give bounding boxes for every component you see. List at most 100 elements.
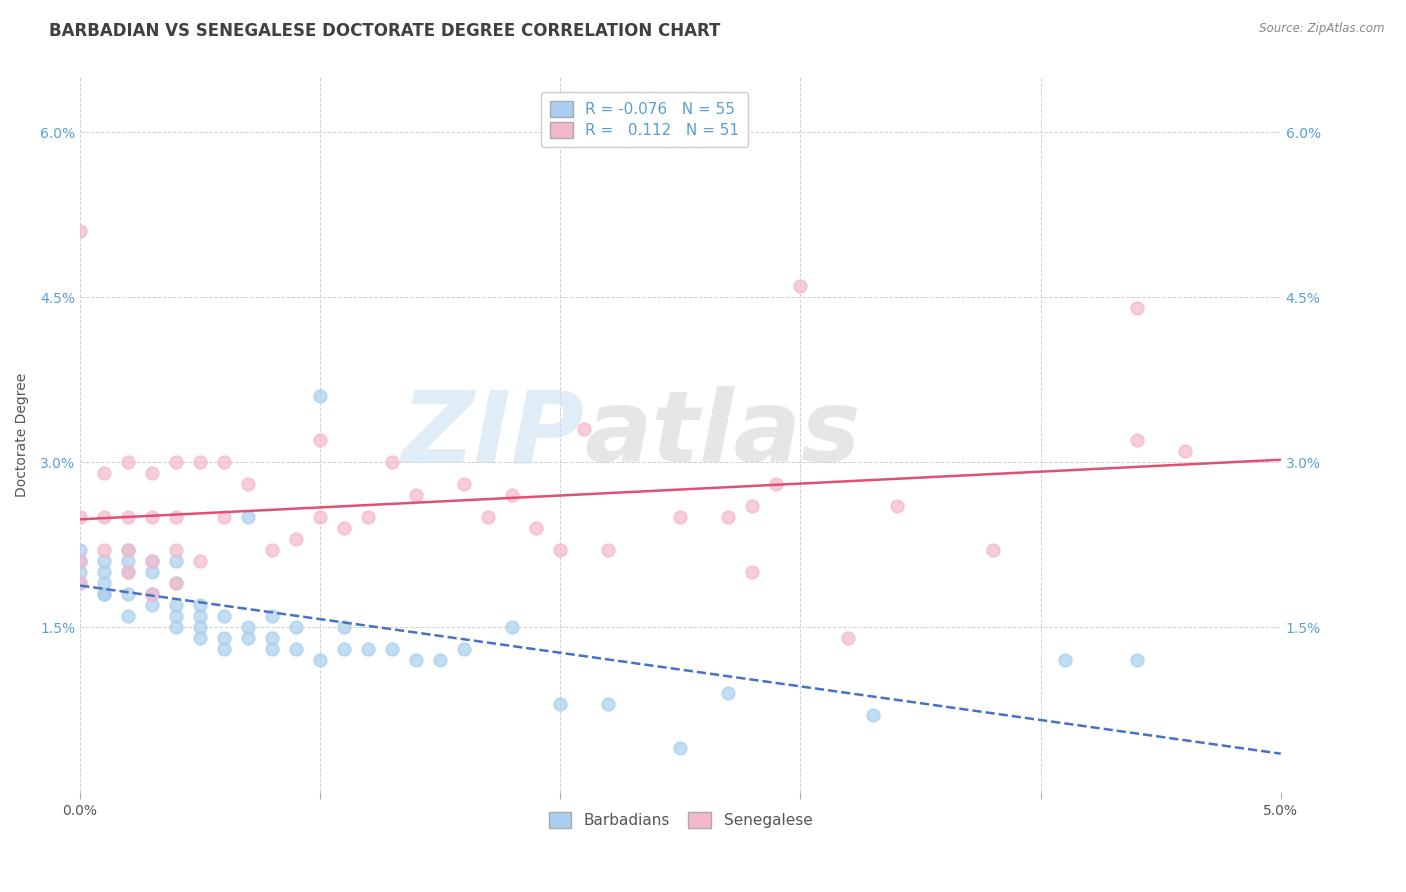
Point [141, 510, 163, 524]
Point [165, 609, 187, 624]
Text: BARBADIAN VS SENEGALESE DOCTORATE DEGREE CORRELATION CHART: BARBADIAN VS SENEGALESE DOCTORATE DEGREE… [49, 22, 721, 40]
Point [212, 609, 235, 624]
Point [285, 532, 308, 546]
Point [117, 565, 139, 579]
Point [165, 543, 187, 558]
Point [598, 697, 620, 711]
Point [333, 521, 356, 535]
Text: Source: ZipAtlas.com: Source: ZipAtlas.com [1260, 22, 1385, 36]
Point [550, 697, 572, 711]
Point [69, 576, 91, 591]
Point [141, 554, 163, 568]
Point [117, 543, 139, 558]
Point [212, 510, 235, 524]
Point [238, 620, 260, 634]
Point [117, 587, 139, 601]
Point [453, 477, 475, 491]
Point [717, 686, 740, 700]
Point [789, 279, 811, 293]
Point [717, 510, 740, 524]
Point [93, 587, 115, 601]
Point [141, 598, 163, 612]
Point [262, 642, 284, 657]
Point [981, 543, 1004, 558]
Point [212, 631, 235, 645]
Point [1125, 433, 1147, 447]
Point [333, 642, 356, 657]
Point [765, 477, 787, 491]
Point [309, 653, 332, 667]
Point [117, 510, 139, 524]
Point [188, 609, 211, 624]
Point [212, 455, 235, 469]
Point [165, 598, 187, 612]
Point [574, 422, 596, 436]
Point [141, 587, 163, 601]
Point [188, 620, 211, 634]
Point [862, 708, 884, 723]
Point [1053, 653, 1076, 667]
Point [285, 620, 308, 634]
Point [1174, 444, 1197, 458]
Point [69, 554, 91, 568]
Point [165, 455, 187, 469]
Point [598, 543, 620, 558]
Point [117, 609, 139, 624]
Point [453, 642, 475, 657]
Point [93, 466, 115, 480]
Text: atlas: atlas [585, 386, 860, 483]
Point [309, 510, 332, 524]
Point [93, 587, 115, 601]
Point [141, 565, 163, 579]
Point [69, 543, 91, 558]
Point [212, 642, 235, 657]
Point [381, 642, 404, 657]
Point [1125, 301, 1147, 316]
Point [669, 741, 692, 756]
Point [165, 620, 187, 634]
Legend: Barbadians, Senegalese: Barbadians, Senegalese [543, 806, 818, 834]
Point [93, 576, 115, 591]
Point [741, 565, 763, 579]
Point [69, 224, 91, 238]
Point [309, 433, 332, 447]
Point [69, 565, 91, 579]
Point [188, 598, 211, 612]
Point [141, 466, 163, 480]
Point [501, 488, 523, 502]
Point [309, 389, 332, 403]
Point [165, 510, 187, 524]
Point [550, 543, 572, 558]
Point [405, 653, 427, 667]
Point [93, 510, 115, 524]
Point [117, 565, 139, 579]
Point [141, 554, 163, 568]
Point [93, 543, 115, 558]
Point [669, 510, 692, 524]
Point [262, 543, 284, 558]
Point [69, 510, 91, 524]
Point [1125, 653, 1147, 667]
Point [238, 477, 260, 491]
Point [165, 576, 187, 591]
Point [357, 642, 380, 657]
Point [524, 521, 547, 535]
Point [429, 653, 451, 667]
Point [141, 587, 163, 601]
Point [238, 631, 260, 645]
Point [381, 455, 404, 469]
Point [165, 576, 187, 591]
Point [188, 554, 211, 568]
Point [238, 510, 260, 524]
Point [117, 543, 139, 558]
Point [886, 499, 908, 513]
Point [285, 642, 308, 657]
Point [405, 488, 427, 502]
Point [188, 455, 211, 469]
Point [477, 510, 499, 524]
Point [741, 499, 763, 513]
Point [262, 631, 284, 645]
Point [333, 620, 356, 634]
Point [357, 510, 380, 524]
Point [93, 565, 115, 579]
